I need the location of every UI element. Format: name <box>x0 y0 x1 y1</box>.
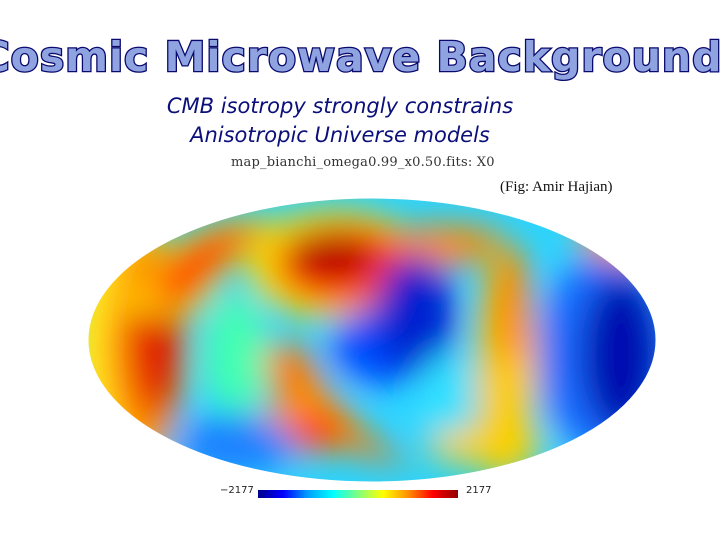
subtitle-line-1: CMB isotropy strongly constrains <box>166 94 514 118</box>
figure-credit: (Fig: Amir Hajian) <box>500 179 613 195</box>
slide-title-text: Cosmic Microwave Background <box>0 33 720 81</box>
subtitle: CMB isotropy strongly constrains Anisotr… <box>120 92 560 150</box>
colorbar-max-label: 2177 <box>466 485 492 496</box>
colorbar-min-label: −2177 <box>220 485 254 496</box>
sky-map-pattern <box>88 198 656 482</box>
subtitle-line-2: Anisotropic Universe models <box>190 123 490 147</box>
slide-title: Cosmic Microwave Background <box>0 32 720 83</box>
map-file-label: map_bianchi_omega0.99_x0.50.fits: X0 <box>231 155 495 170</box>
colorbar <box>258 490 458 498</box>
cmb-sky-map <box>87 197 657 483</box>
sky-map-outline <box>87 197 657 483</box>
